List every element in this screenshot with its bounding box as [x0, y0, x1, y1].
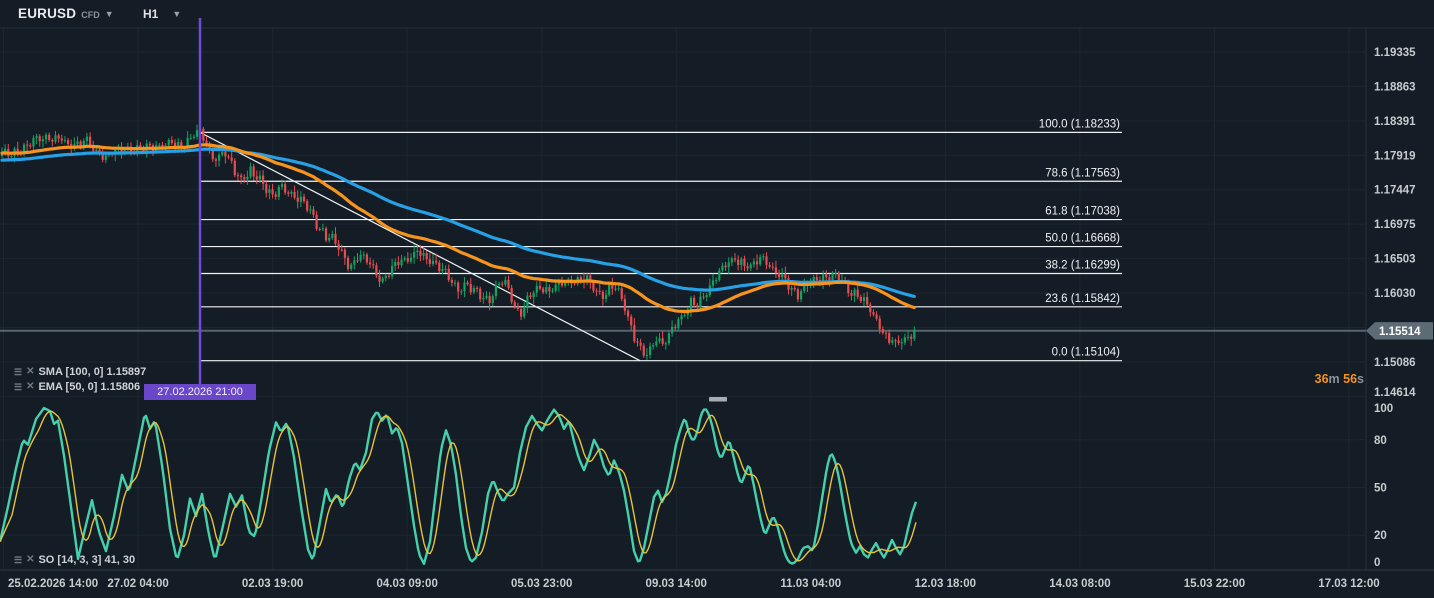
countdown-minutes-unit: m — [1328, 372, 1340, 386]
indicator-remove-icon[interactable]: ✕ — [26, 381, 35, 392]
chart-toolbar: EURUSD CFD ▼ H1 ▼ — [0, 0, 1434, 28]
countdown-seconds-unit: s — [1357, 372, 1364, 386]
indicator-label-ema: EMA [50, 0] 1.15806 — [38, 381, 141, 393]
time-axis-label: 14.03 08:00 — [1049, 578, 1110, 590]
time-axis[interactable]: 25.02.2026 14:00 27.02 04:00 02.03 19:00 04… — [8, 578, 1380, 590]
event-marker-label[interactable]: 27.02.2026 21:00 — [144, 384, 256, 400]
bar-countdown-timer: 36m 56s — [1315, 372, 1364, 386]
countdown-minutes: 36 — [1314, 372, 1329, 386]
current-price-value: 1.15514 — [1379, 326, 1421, 338]
indicator-settings-icon[interactable]: ☰ — [14, 555, 23, 565]
oscillator-axis-label: 50 — [1374, 483, 1387, 495]
time-axis-label: 11.03 04:00 — [780, 578, 841, 590]
fib-level-label: 38.2 (1.16299) — [1045, 259, 1120, 271]
indicator-remove-icon[interactable]: ✕ — [26, 554, 35, 565]
current-price-tag: 1.15514 — [1366, 322, 1433, 340]
timeframe-selector[interactable]: H1 ▼ — [143, 7, 181, 21]
time-axis-label: 17.03 12:00 — [1318, 578, 1379, 590]
fib-level-label: 0.0 (1.15104) — [1052, 347, 1121, 359]
indicator-legend-sma: ☰ ✕ SMA [100, 0] 1.15897 — [14, 365, 146, 379]
sma-line — [0, 147, 916, 298]
price-axis-label: 1.17919 — [1374, 150, 1416, 162]
price-axis-label: 1.16030 — [1374, 288, 1416, 300]
time-axis-label: 05.03 23:00 — [511, 578, 572, 590]
fib-level-label: 50.0 (1.16668) — [1045, 233, 1120, 245]
price-axis-label: 1.15086 — [1374, 357, 1416, 369]
timeframe-value: H1 — [143, 7, 159, 21]
indicator-legend-ema: ☰ ✕ EMA [50, 0] 1.15806 — [14, 380, 140, 394]
indicator-label-stochastic: SO [14, 3, 3] 41, 30 — [38, 554, 136, 566]
oscillator-axis-label: 80 — [1374, 435, 1387, 447]
symbol-name: EURUSD — [18, 6, 77, 21]
stochastic-d-line — [0, 410, 917, 562]
fib-level-label: 61.8 (1.17038) — [1045, 206, 1120, 218]
time-axis-label: 25.02.2026 14:00 — [8, 578, 98, 590]
time-axis-label: 15.03 22:00 — [1184, 578, 1245, 590]
price-axis-label: 1.19335 — [1374, 47, 1416, 59]
grid — [0, 28, 1366, 570]
chevron-down-icon: ▼ — [172, 9, 182, 19]
chevron-down-icon: ▼ — [104, 9, 114, 19]
price-axis-label: 1.16503 — [1374, 254, 1416, 266]
pane-resize-handle[interactable] — [709, 397, 727, 402]
market-type-badge: CFD — [81, 10, 100, 20]
time-axis-label: 27.02 04:00 — [107, 578, 168, 590]
time-axis-label: 04.03 09:00 — [376, 578, 437, 590]
indicator-remove-icon[interactable]: ✕ — [26, 366, 35, 377]
indicator-legend-stochastic: ☰ ✕ SO [14, 3, 3] 41, 30 — [14, 553, 135, 567]
price-axis-label: 1.16975 — [1374, 219, 1416, 231]
price-axis-label: 1.17447 — [1374, 185, 1416, 197]
oscillator-axis-label: 100 — [1374, 403, 1393, 415]
stochastic-k-line — [0, 406, 918, 565]
fib-level-label: 23.6 (1.15842) — [1045, 293, 1120, 305]
fib-retracement-drawing[interactable]: 100.0 (1.18233) 78.6 (1.17563) 61.8 (1.170… — [199, 118, 1122, 362]
indicator-settings-icon[interactable]: ☰ — [14, 367, 23, 377]
time-axis-label: 12.03 18:00 — [915, 578, 976, 590]
price-axis-label: 1.18863 — [1374, 81, 1416, 93]
countdown-seconds: 56 — [1343, 372, 1358, 386]
price-axis[interactable]: 1.19335 1.18863 1.18391 1.17919 1.17447 1.169… — [1374, 47, 1416, 569]
fib-level-label: 100.0 (1.18233) — [1039, 118, 1120, 130]
price-axis-label: 1.14614 — [1374, 387, 1416, 399]
oscillator-axis-label: 0 — [1374, 557, 1380, 569]
fib-level-label: 78.6 (1.17563) — [1045, 167, 1120, 179]
symbol-selector[interactable]: EURUSD CFD ▼ — [18, 6, 114, 21]
indicator-settings-icon[interactable]: ☰ — [14, 382, 23, 392]
price-axis-label: 1.18391 — [1374, 116, 1416, 128]
time-axis-label: 02.03 19:00 — [242, 578, 303, 590]
time-axis-label: 09.03 14:00 — [646, 578, 707, 590]
ema-line — [0, 143, 916, 314]
oscillator-axis-label: 20 — [1374, 530, 1387, 542]
indicator-label-sma: SMA [100, 0] 1.15897 — [38, 366, 147, 378]
